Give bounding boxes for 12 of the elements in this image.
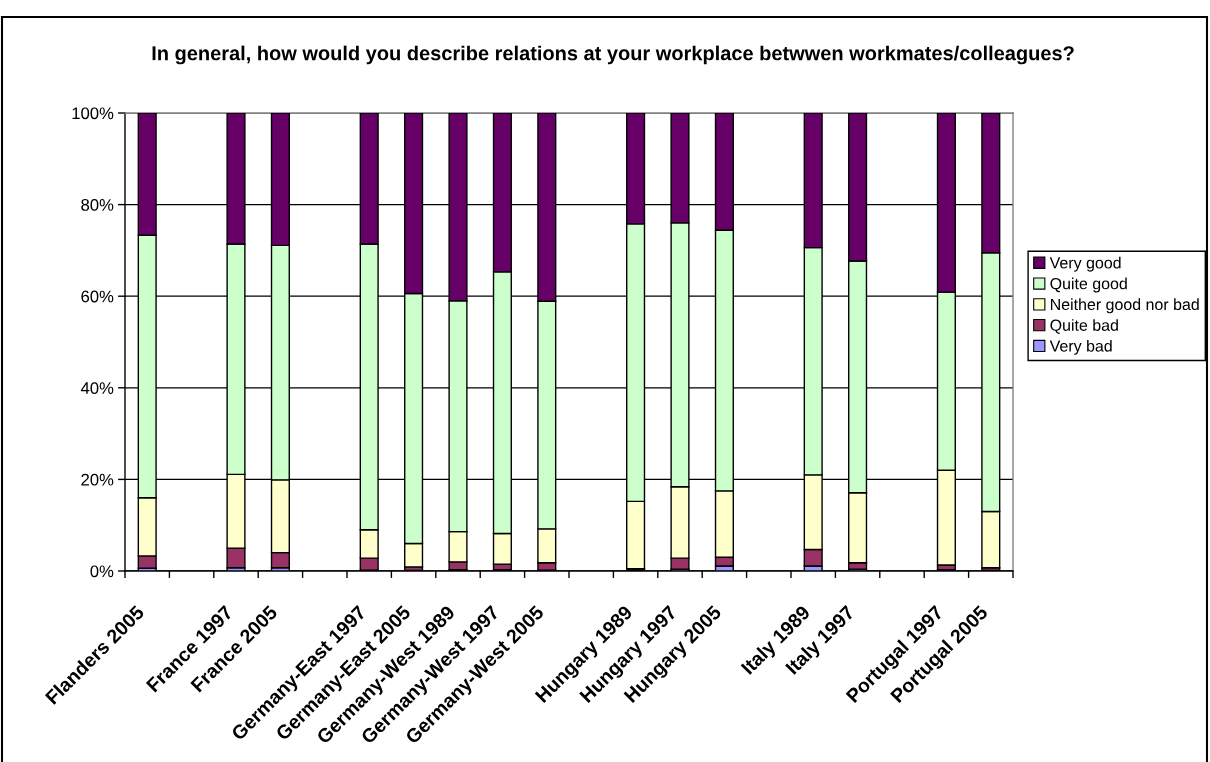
y-tick-label: 60% — [81, 290, 114, 303]
y-tick-label: 80% — [81, 199, 114, 211]
y-tick-label: 40% — [80, 382, 114, 394]
chart-title: In general, how would you describe relations at your workplace betwwen workmates/colleagues? — [152, 45, 1074, 65]
y-tick-label: 0% — [90, 565, 114, 578]
legend-label: Quite bad — [1050, 319, 1118, 334]
legend-label: Quite good — [1050, 277, 1127, 293]
legend-label: Neither good nor bad — [1050, 298, 1199, 314]
y-tick-label: 100% — [72, 107, 114, 120]
legend-label: Very bad — [1049, 339, 1112, 355]
legend-label: Very good — [1049, 256, 1121, 272]
y-tick-label: 20% — [81, 473, 114, 486]
